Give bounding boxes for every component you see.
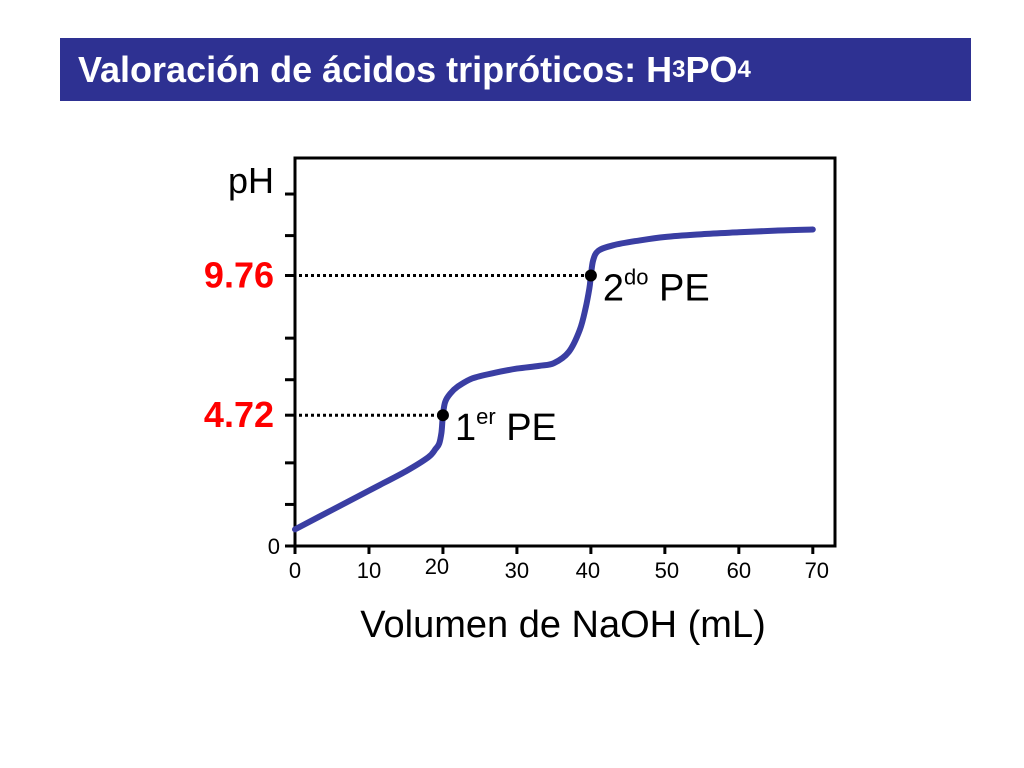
x-tick-label: 10 bbox=[357, 558, 381, 583]
x-tick-label: 40 bbox=[576, 558, 600, 583]
x-tick-label: 70 bbox=[805, 558, 829, 583]
x-tick-label: 50 bbox=[655, 558, 679, 583]
y-highlight-label: 4.72 bbox=[204, 394, 274, 435]
x-tick-label: 30 bbox=[505, 558, 529, 583]
equivalence-point-marker bbox=[584, 269, 597, 282]
y-tick-label-0: 0 bbox=[268, 534, 280, 559]
y-axis-ticks bbox=[285, 192, 295, 548]
equivalence-point-label: 1er PE bbox=[455, 404, 557, 449]
equivalence-point-marker bbox=[436, 409, 449, 422]
title-banner: Valoración de ácidos tripróticos: H 3 PO 4 bbox=[60, 38, 971, 101]
x-tick-label: 0 bbox=[289, 558, 301, 583]
titration-curve bbox=[292, 226, 816, 533]
plot-frame bbox=[293, 156, 837, 548]
y-highlight-label: 9.76 bbox=[204, 255, 274, 296]
x-tick-label: 20 bbox=[425, 554, 449, 579]
title-text: Valoración de ácidos tripróticos: H bbox=[78, 48, 673, 90]
x-tick-label: 60 bbox=[727, 558, 751, 583]
x-axis-ticks: 0 10 20 30 40 50 60 70 bbox=[289, 546, 829, 583]
x-axis-label: Volumen de NaOH (mL) bbox=[360, 604, 766, 646]
reference-lines bbox=[299, 274, 591, 417]
equivalence-point-label: 2do PE bbox=[603, 265, 710, 310]
title-text-po: PO bbox=[685, 48, 738, 90]
y-axis-label: pH bbox=[228, 160, 274, 201]
equivalence-points: 1er PE 2do PE bbox=[436, 265, 710, 449]
